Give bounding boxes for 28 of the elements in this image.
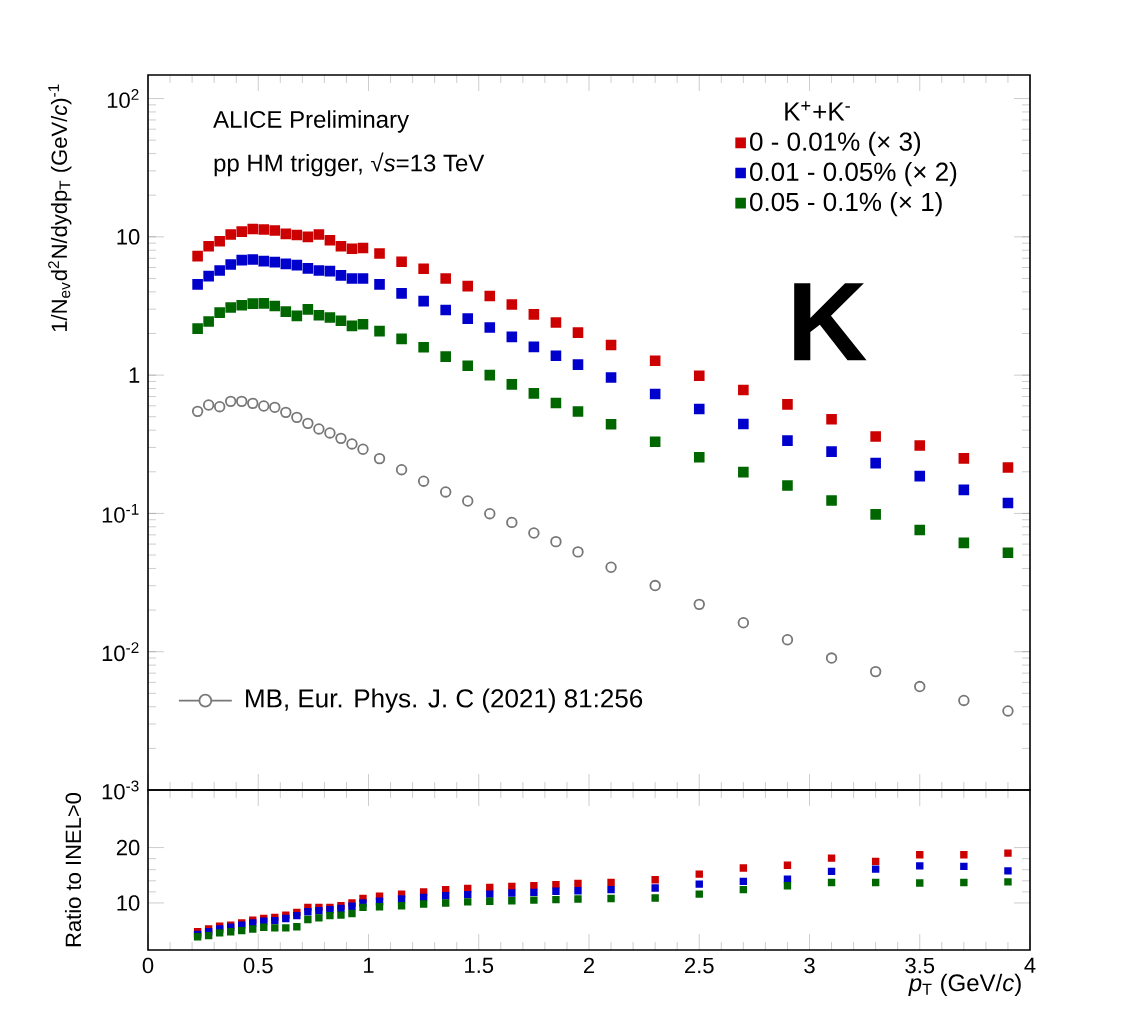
x-axis-title: p$_{T}$ (GeV/c)	[908, 973, 1021, 997]
y-tick-label: 10$^{-2}$	[102, 642, 139, 662]
legend-label: 0.05 - 0.1% (× 1)	[750, 192, 942, 217]
annotation: K	[794, 283, 867, 361]
y-axis-title: Ratio to INEL>0	[64, 792, 82, 947]
legend-title: K$^{+}$+K$^{-}$	[785, 101, 850, 121]
y-tick-label: 10	[117, 895, 140, 911]
legend-label: 0.01 - 0.05% (× 2)	[750, 161, 957, 187]
legend-label: 0 - 0.01% (× 3)	[750, 131, 921, 157]
x-tick-label: 4	[1024, 957, 1036, 973]
y-tick-label: 10$^{-3}$	[102, 780, 139, 800]
x-tick-label: 2	[583, 957, 595, 974]
legend-label: MB, Eur. Phys. J. C (2021) 81:256	[246, 688, 643, 713]
y-tick-label: 1	[129, 367, 140, 383]
x-tick-label: 3	[804, 957, 815, 974]
annotation: pp HM trigger, √s=13 TeV	[214, 152, 485, 177]
y-tick-label: 10$^{-1}$	[102, 504, 139, 523]
x-tick-label: 2.5	[685, 957, 714, 974]
x-tick-label: 0	[142, 957, 154, 974]
text: 1/N$_{ev}$d$^{2}$N/dydp$_{T}$ (GeV/c)$^{-1}$	[48, 84, 72, 332]
x-tick-label: 3.5	[905, 957, 935, 974]
x-tick-label: 1.5	[465, 957, 494, 974]
y-tick-label: 20	[116, 839, 140, 856]
annotation: ALICE Preliminary	[213, 110, 410, 133]
x-tick-label: 0.5	[243, 957, 273, 974]
y-tick-label: 10$^{2}$	[107, 89, 139, 108]
y-tick-label: 10	[117, 229, 140, 245]
x-tick-label: 1	[364, 957, 374, 973]
